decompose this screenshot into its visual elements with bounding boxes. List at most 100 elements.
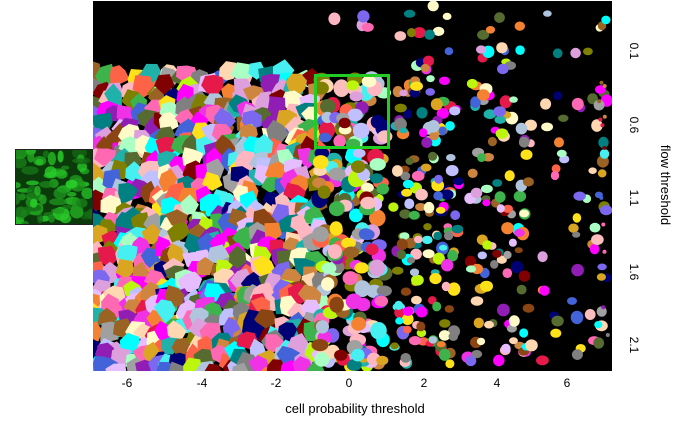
cell-mask [434, 174, 443, 184]
texture-blob [60, 165, 70, 170]
cell-mask [285, 73, 307, 97]
cell-mask [411, 274, 424, 286]
cell-mask [584, 309, 596, 320]
cell-mask [501, 343, 511, 354]
cell-mask [518, 270, 531, 282]
cell-mask [347, 108, 363, 122]
cell-mask [318, 132, 332, 143]
cell-mask [496, 204, 505, 213]
cell-mask [451, 224, 464, 234]
cell-mask [394, 103, 407, 113]
x-tick-label: 4 [493, 376, 501, 390]
cell-mask [465, 355, 477, 367]
cell-mask [496, 255, 507, 264]
cell-mask [394, 31, 407, 41]
cell-mask [449, 106, 461, 116]
cell-mask [444, 305, 454, 313]
cell-mask [118, 182, 139, 205]
cell-mask [342, 271, 358, 286]
segmentation-grid [93, 1, 612, 371]
cell-mask [202, 171, 223, 191]
cell-mask [514, 21, 525, 31]
cell-mask [599, 195, 604, 200]
cell-mask [601, 15, 611, 25]
cell-mask [598, 136, 609, 149]
cell-mask [428, 151, 438, 161]
cell-mask [401, 313, 414, 325]
cell-mask [427, 1, 439, 12]
selected-panel-highlight [314, 74, 390, 149]
cell-mask [400, 287, 412, 296]
cell-mask [369, 173, 384, 184]
cell-mask [596, 273, 606, 281]
cell-mask [392, 266, 404, 275]
cell-mask [333, 79, 350, 97]
cell-mask [396, 249, 407, 260]
cell-mask [248, 355, 270, 371]
cell-mask [470, 296, 484, 306]
cell-mask [346, 359, 362, 371]
cell-mask [361, 75, 377, 88]
cell-mask [426, 75, 435, 83]
cell-mask [329, 221, 343, 236]
cell-mask [232, 226, 255, 250]
y-tick-label: 2.1 [627, 336, 641, 354]
texture-blob [47, 151, 56, 166]
cell-mask [399, 209, 411, 219]
cell-mask [345, 293, 363, 310]
cell-mask [313, 155, 329, 170]
cell-mask [570, 47, 581, 59]
cell-mask [340, 237, 356, 249]
cell-mask [116, 244, 138, 263]
cell-mask [435, 206, 446, 214]
cell-mask [493, 354, 505, 367]
cell-mask [137, 160, 161, 180]
cell-mask [439, 319, 451, 328]
cell-mask [432, 252, 445, 265]
cell-mask [180, 194, 199, 215]
cell-mask [602, 249, 607, 254]
texture-blob [76, 198, 88, 208]
cell-mask [408, 336, 422, 346]
y-tick-label: 0.6 [627, 116, 641, 134]
texture-blob [26, 180, 39, 186]
cell-mask [189, 307, 209, 325]
texture-blob [49, 198, 68, 206]
cell-mask [496, 42, 508, 54]
cell-mask [522, 177, 534, 187]
cell-mask [599, 149, 610, 159]
cell-mask [464, 255, 477, 268]
cell-mask [602, 84, 607, 88]
cell-mask [536, 355, 549, 366]
cell-mask [329, 296, 344, 313]
cell-mask [311, 339, 329, 352]
cell-mask [553, 91, 563, 101]
cell-mask [351, 348, 365, 362]
cell-mask [416, 107, 428, 119]
cell-mask [171, 337, 191, 356]
cell-mask [105, 363, 127, 371]
cell-mask [509, 96, 518, 103]
cell-mask [328, 201, 345, 217]
cell-mask [415, 188, 428, 201]
cell-mask [125, 161, 143, 182]
cell-mask [445, 121, 455, 131]
y-tick-label: 1.6 [627, 263, 641, 281]
texture-blob [39, 194, 47, 205]
cell-mask [320, 99, 336, 114]
segmentation-mosaic [93, 1, 612, 371]
texture-blob [42, 150, 50, 158]
cell-mask [338, 117, 351, 129]
cell-mask [499, 95, 512, 109]
cell-mask [432, 301, 442, 312]
texture-blob [16, 192, 21, 205]
cell-mask [401, 188, 413, 197]
x-tick-label: -2 [270, 376, 282, 390]
cell-mask [166, 320, 187, 342]
cell-mask [473, 317, 484, 329]
cell-mask [438, 348, 451, 361]
cell-mask [369, 209, 386, 227]
cell-mask [476, 45, 487, 54]
texture-blob [55, 170, 68, 179]
texture-blob [66, 191, 77, 197]
